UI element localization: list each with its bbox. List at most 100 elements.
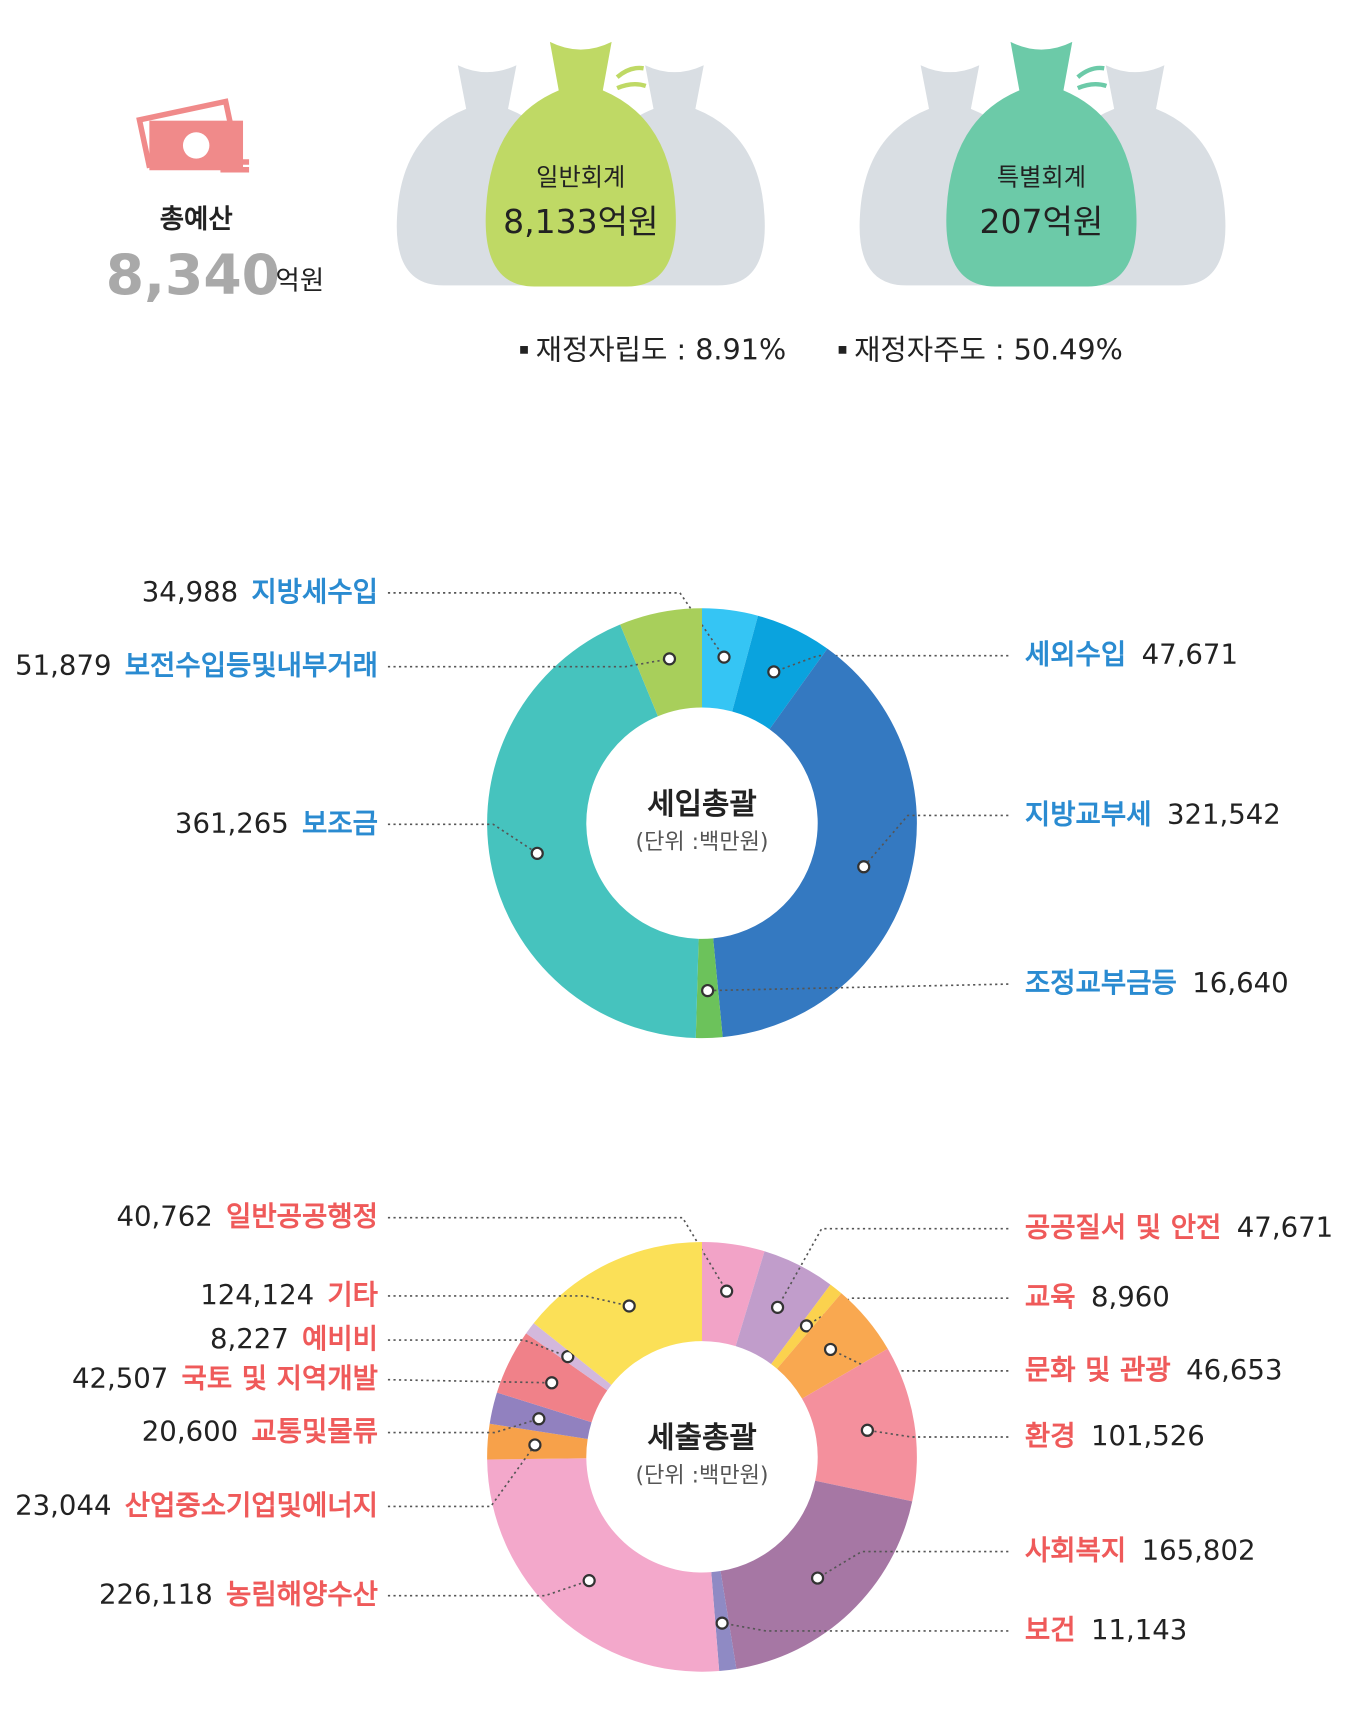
slice-label: 공공질서 및 안전 47,671 [1025,1212,1333,1244]
category-label: 국토 및 지역개발 [182,1363,378,1395]
leader-dot [662,652,677,666]
value-label: 20,600 [142,1416,238,1448]
value-label: 11,143 [1091,1614,1187,1646]
slice [487,1458,720,1672]
value-label: 42,507 [72,1363,168,1395]
leader-line [776,1227,1009,1308]
slice-label: 40,762 일반공공행정 [116,1201,378,1233]
leader-line [707,983,1009,992]
leader-line [387,1295,630,1307]
value-label: 16,640 [1192,967,1288,999]
slice-label: 환경 101,526 [1025,1420,1205,1452]
leader-line [773,654,1009,673]
value-label: 34,988 [142,576,238,608]
slice [533,1241,702,1385]
leader-dot [532,1412,546,1426]
leader-dot [770,1300,785,1314]
category-label: 조정교부금등 [1025,967,1177,999]
category-label: 보조금 [302,807,378,839]
donut-title: 세입총괄 [647,787,756,822]
total-value: 8,340 [106,243,280,307]
value-label: 40,762 [116,1201,212,1233]
category-label: 공공질서 및 안전 [1025,1212,1221,1244]
value-label: 8,227 [210,1323,289,1355]
slice-label: 지방교부세 321,542 [1025,798,1281,830]
total-unit: 억원 [276,266,325,297]
bullet [838,346,847,354]
leader-dot [799,1319,814,1333]
account-label: 특별회계 [997,163,1086,192]
category-label: 지방교부세 [1025,798,1152,830]
slice-label: 교육 8,960 [1025,1281,1170,1313]
slice-label: 361,265 보조금 [175,807,378,839]
leader-dot [823,1342,838,1357]
leader-line [387,1444,536,1508]
category-label: 교통및물류 [251,1416,378,1448]
slice-label: 226,118 농림해양수산 [99,1579,378,1611]
indicator: 재정자립도 : 8.91% [536,333,787,367]
slice-label: 34,988 지방세수입 [142,576,378,608]
slice-label: 사회복지 165,802 [1025,1535,1256,1567]
category-label: 보건 [1025,1614,1076,1646]
category-label: 사회복지 [1025,1535,1126,1567]
category-label: 세외수입 [1025,639,1126,671]
leader-line [387,823,538,855]
slice [713,648,917,1038]
slice-label: 42,507 국토 및 지역개발 [72,1363,378,1395]
value-label: 101,526 [1091,1420,1205,1452]
value-label: 47,671 [1237,1212,1333,1244]
value-label: 47,671 [1142,639,1238,671]
bullet [520,346,528,354]
leader-line [387,1417,540,1434]
leader-dot [701,983,715,998]
total-label: 총예산 [160,204,233,235]
value-label: 321,542 [1167,798,1281,830]
value-label: 361,265 [175,807,289,839]
leader-line [387,1339,569,1358]
slice-label: 문화 및 관광 46,653 [1025,1354,1283,1386]
value-label: 165,802 [1142,1535,1256,1567]
category-label: 산업중소기업및에너지 [125,1489,378,1521]
leader-dot [720,1284,734,1298]
leader-dot [545,1376,559,1390]
category-label: 교육 [1025,1281,1076,1313]
leader-dot [715,1616,729,1630]
leader-dot [528,1438,542,1452]
leader-dot [717,650,731,664]
slice-label: 조정교부금등 16,640 [1025,967,1289,999]
category-label: 환경 [1025,1420,1076,1452]
bag-group [859,41,1226,287]
slice-label: 51,879 보전수입등및내부거래 [15,650,378,682]
leader-line [863,814,1009,868]
donut-subtitle: (단위 :백만원) [636,830,769,855]
slice-label: 20,600 교통및물류 [142,1416,378,1448]
donut-title: 세출총괄 [647,1421,756,1456]
category-label: 지방세수입 [251,576,378,608]
slice-label: 23,044 산업중소기업및에너지 [15,1489,378,1521]
category-label: 기타 [327,1279,378,1311]
value-label: 124,124 [200,1279,314,1311]
slice-label: 보건 11,143 [1025,1614,1187,1646]
category-label: 일반공공행정 [226,1201,378,1233]
slice [701,1241,765,1347]
slice [802,1348,917,1502]
leader-line [387,1579,590,1597]
slice [487,624,699,1038]
value-label: 46,653 [1186,1354,1282,1386]
slice [620,608,702,717]
indicator: 재정자주도 : 50.49% [854,333,1123,367]
leader-dot [860,1423,874,1437]
value-label: 23,044 [15,1489,111,1521]
bag-group [396,41,765,287]
category-label: 농림해양수산 [226,1579,378,1611]
leader-dot [767,665,781,679]
value-label: 226,118 [99,1579,213,1611]
leader-dot [622,1299,636,1313]
leader-line [387,658,670,668]
value-label: 51,879 [15,650,111,682]
donut-subtitle: (단위 :백만원) [636,1464,769,1489]
leader-dot [810,1571,825,1585]
money-icon [136,98,250,173]
